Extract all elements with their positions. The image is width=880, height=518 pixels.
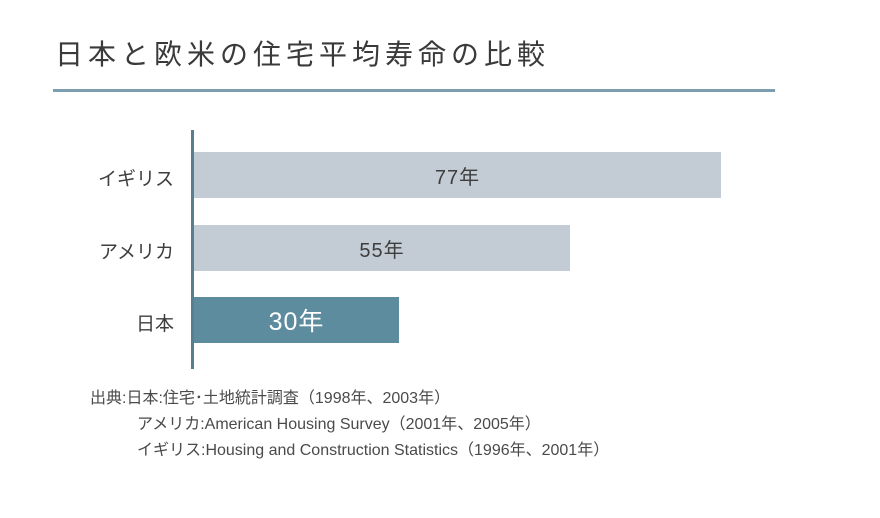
bar-value-label: 55年 [359, 239, 405, 262]
bar: 55年 [194, 225, 570, 271]
category-label: アメリカ [98, 242, 174, 263]
bar: 30年 [194, 297, 399, 343]
source-line-japan: 出典:日本:住宅･土地統計調査（1998年、2003年） [90, 390, 451, 407]
source-line-america: アメリカ:American Housing Survey（2001年、2005年… [137, 416, 541, 433]
bar-value-label: 77年 [434, 166, 481, 189]
bar: 77年 [194, 152, 721, 198]
source-note: 出典:日本:住宅･土地統計調査（1998年、2003年） アメリカ:Americ… [90, 386, 609, 464]
bar-value-label: 30年 [268, 308, 325, 336]
source-line-uk: イギリス:Housing and Construction Statistics… [137, 442, 610, 459]
title-underline [53, 89, 775, 92]
category-label: イギリス [97, 169, 174, 190]
category-label: 日本 [135, 314, 174, 335]
axis-line [191, 130, 194, 369]
page-title: 日本と欧米の住宅平均寿命の比較 [55, 39, 551, 70]
